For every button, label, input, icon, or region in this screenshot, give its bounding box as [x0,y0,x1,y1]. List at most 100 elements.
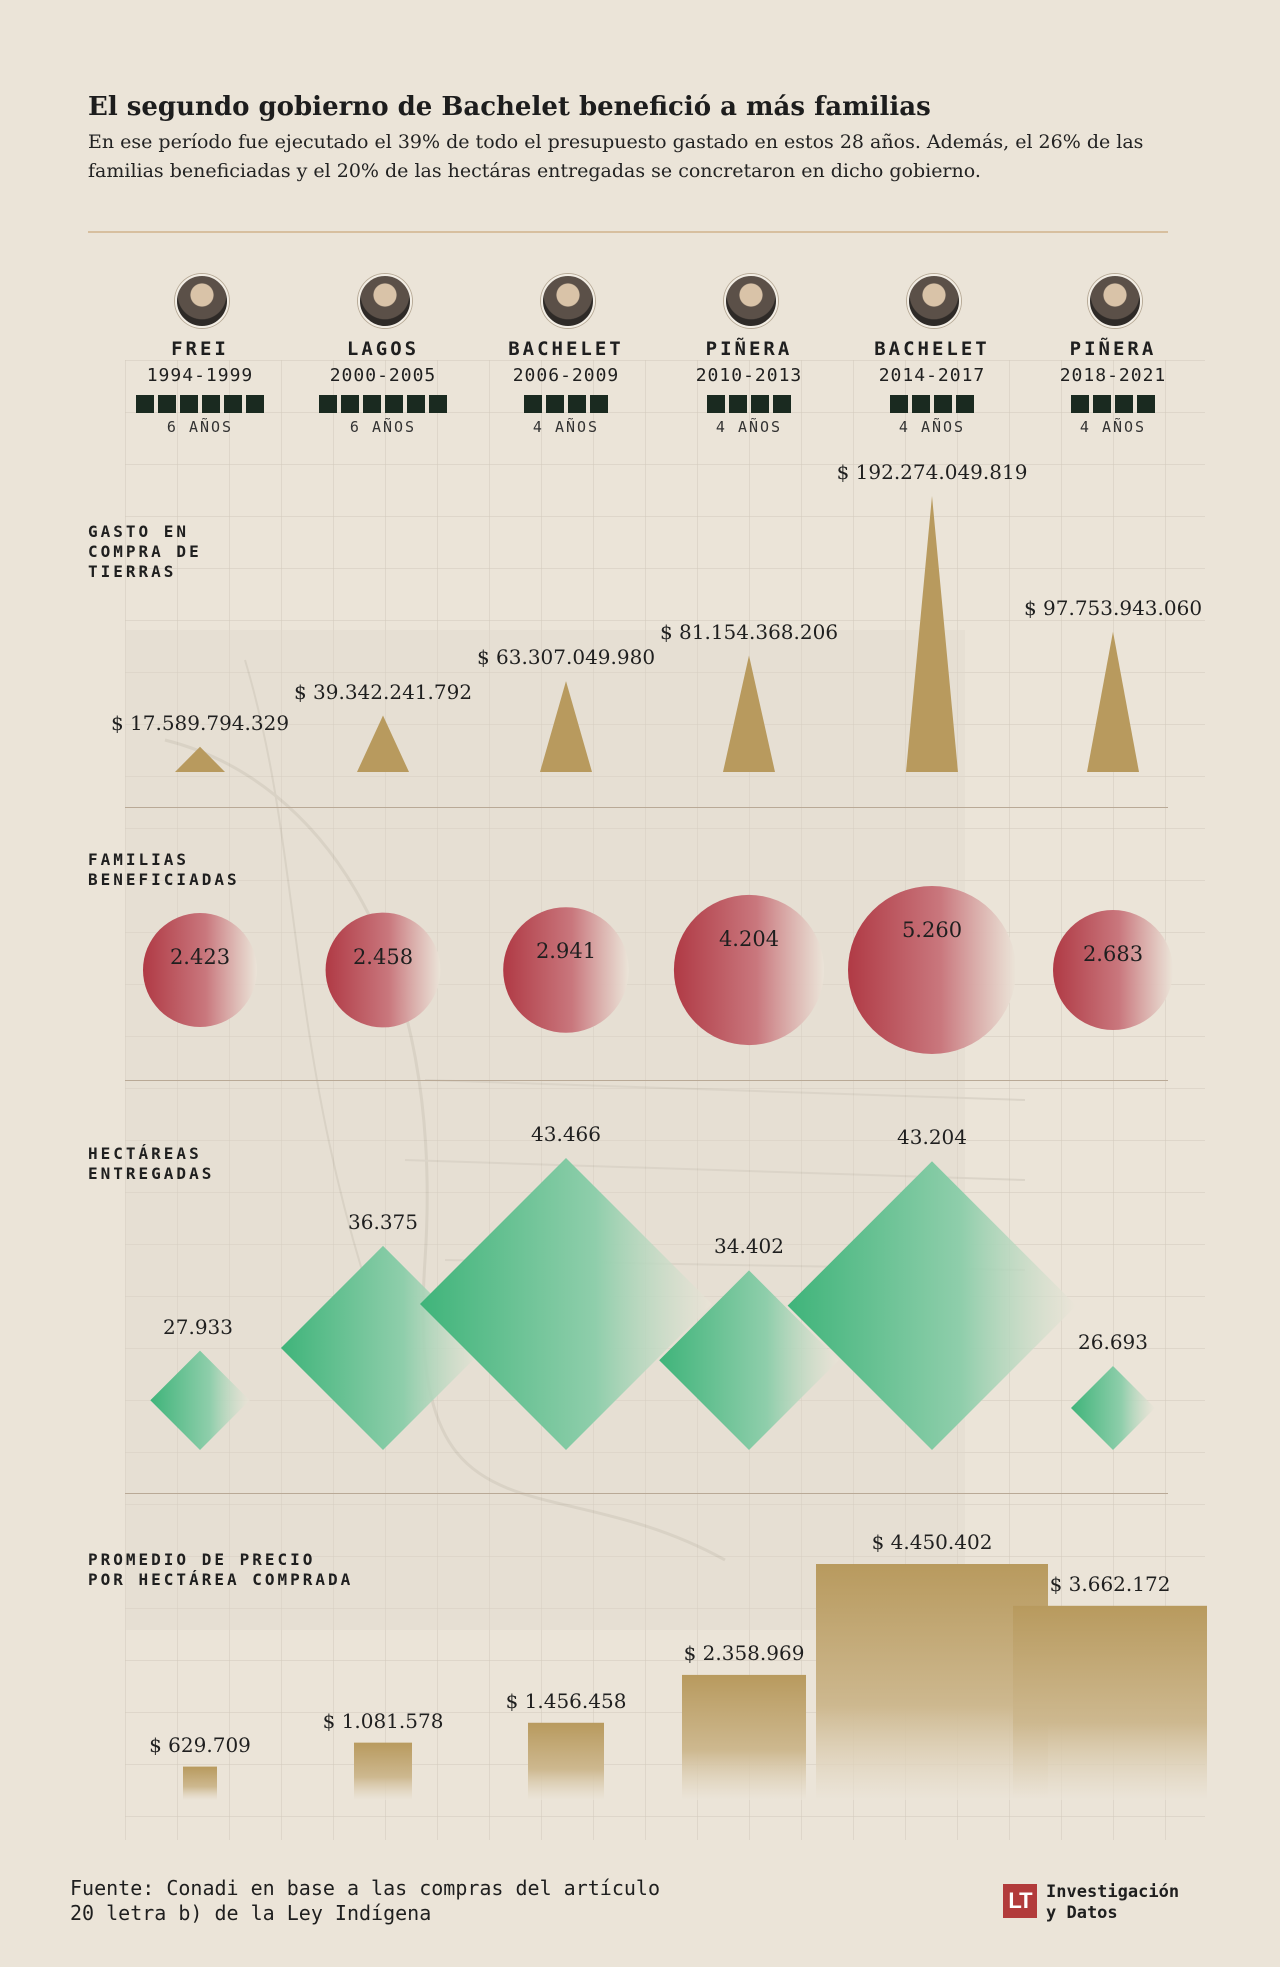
section-divider [125,1493,1168,1494]
precio-bar [183,1766,217,1800]
year-block [246,395,264,413]
familias-circle [848,886,1016,1054]
hectareas-diamond [1071,1366,1155,1450]
term-year-blocks [524,395,608,414]
gasto-value-label: $ 192.274.049.819 [836,460,1028,484]
year-block [180,395,198,413]
gasto-triangle [175,746,225,772]
gasto-triangle [906,496,958,772]
hectareas-value-label: 43.466 [531,1122,601,1146]
president-years: 2000-2005 [329,365,437,386]
president-duration: 4 AÑOS [532,418,600,436]
year-block [1137,395,1155,413]
hectareas-value-label: 34.402 [714,1234,784,1259]
president-name: BACHELET [874,338,990,360]
year-block [956,395,974,413]
hectareas-diamond [787,1161,1077,1450]
year-block [590,395,608,413]
section-label-precio: PROMEDIO DE PRECIO POR HECTÁREA COMPRADA [88,1550,354,1589]
precio-value-label: $ 629.709 [149,1732,251,1757]
gasto-value-label: $ 81.154.368.206 [659,619,839,644]
precio-bar [816,1564,1048,1800]
year-block [319,395,337,413]
president-years: 1994-1999 [146,365,254,386]
year-block [773,395,791,413]
gasto-value-label: $ 39.342.241.792 [293,679,473,704]
president-name: FREI [171,338,229,360]
familias-value-label: 2.941 [535,939,597,964]
section-divider [125,1080,1168,1081]
gasto-value-label: $ 17.589.794.329 [110,710,290,735]
term-year-blocks [890,395,974,414]
precio-bar [354,1742,412,1800]
year-block [890,395,908,413]
year-block [729,395,747,413]
precio-value-label: $ 1.081.578 [322,1708,444,1733]
hectareas-diamond [150,1350,250,1450]
president-years: 2010-2013 [695,365,803,386]
year-block [751,395,769,413]
term-year-blocks [136,395,264,414]
president-name: PIÑERA [1069,338,1157,360]
hectareas-value-label: 43.204 [897,1125,967,1150]
president-duration: 6 AÑOS [166,418,234,436]
president-portrait [907,274,961,328]
year-block [341,395,359,413]
president-years: 2018-2021 [1059,365,1167,386]
term-year-blocks [319,395,447,414]
hectareas-diamond [420,1158,712,1450]
year-block [407,395,425,413]
president-name: LAGOS [346,338,420,360]
gasto-triangle [540,681,592,772]
term-year-blocks [707,395,791,414]
familias-value-label: 5.260 [901,918,963,942]
precio-bar [528,1722,604,1800]
gasto-triangle [723,655,775,772]
year-block [429,395,447,413]
year-block [524,395,542,413]
gasto-triangle [1087,631,1139,772]
publisher-logo: LT [1003,1884,1037,1918]
section-label-gasto: GASTO EN COMPRA DE TIERRAS [88,522,202,581]
source-note: Fuente: Conadi en base a las compras del… [70,1876,661,1925]
gasto-value-label: $ 97.753.943.060 [1023,595,1203,620]
hectareas-value-label: 27.933 [163,1314,233,1339]
president-years: 2006-2009 [512,365,620,386]
section-label-familias: FAMILIAS BENEFICIADAS [88,850,240,889]
familias-circle [142,912,258,1028]
title-divider [88,231,1168,233]
hectareas-value-label: 26.693 [1078,1330,1148,1354]
familias-circle [1053,910,1173,1030]
president-duration: 6 AÑOS [349,418,417,436]
president-portrait [724,274,778,328]
familias-value-label: 2.458 [352,944,414,969]
precio-bar [1013,1605,1207,1800]
year-block [202,395,220,413]
year-block [224,395,242,413]
year-block [158,395,176,413]
year-block [363,395,381,413]
familias-value-label: 4.204 [718,926,780,951]
familias-circle [325,912,441,1028]
precio-bar [682,1674,806,1800]
hectareas-diamond [659,1270,839,1450]
page-subtitle: En ese período fue ejecutado el 39% de t… [88,131,1144,182]
hectareas-value-label: 36.375 [348,1209,418,1234]
president-duration: 4 AÑOS [898,418,966,436]
year-block [546,395,564,413]
precio-value-label: $ 1.456.458 [505,1688,627,1713]
president-duration: 4 AÑOS [715,418,783,436]
gasto-value-label: $ 63.307.049.980 [476,645,656,670]
year-block [1071,395,1089,413]
year-block [385,395,403,413]
president-portrait [541,274,595,328]
familias-value-label: 2.423 [169,944,231,969]
map-texture [125,630,1026,1630]
year-block [1093,395,1111,413]
publisher-name: Investigación y Datos [1046,1882,1180,1923]
term-year-blocks [1071,395,1155,414]
section-divider [125,807,1168,808]
president-portrait [1088,274,1142,328]
